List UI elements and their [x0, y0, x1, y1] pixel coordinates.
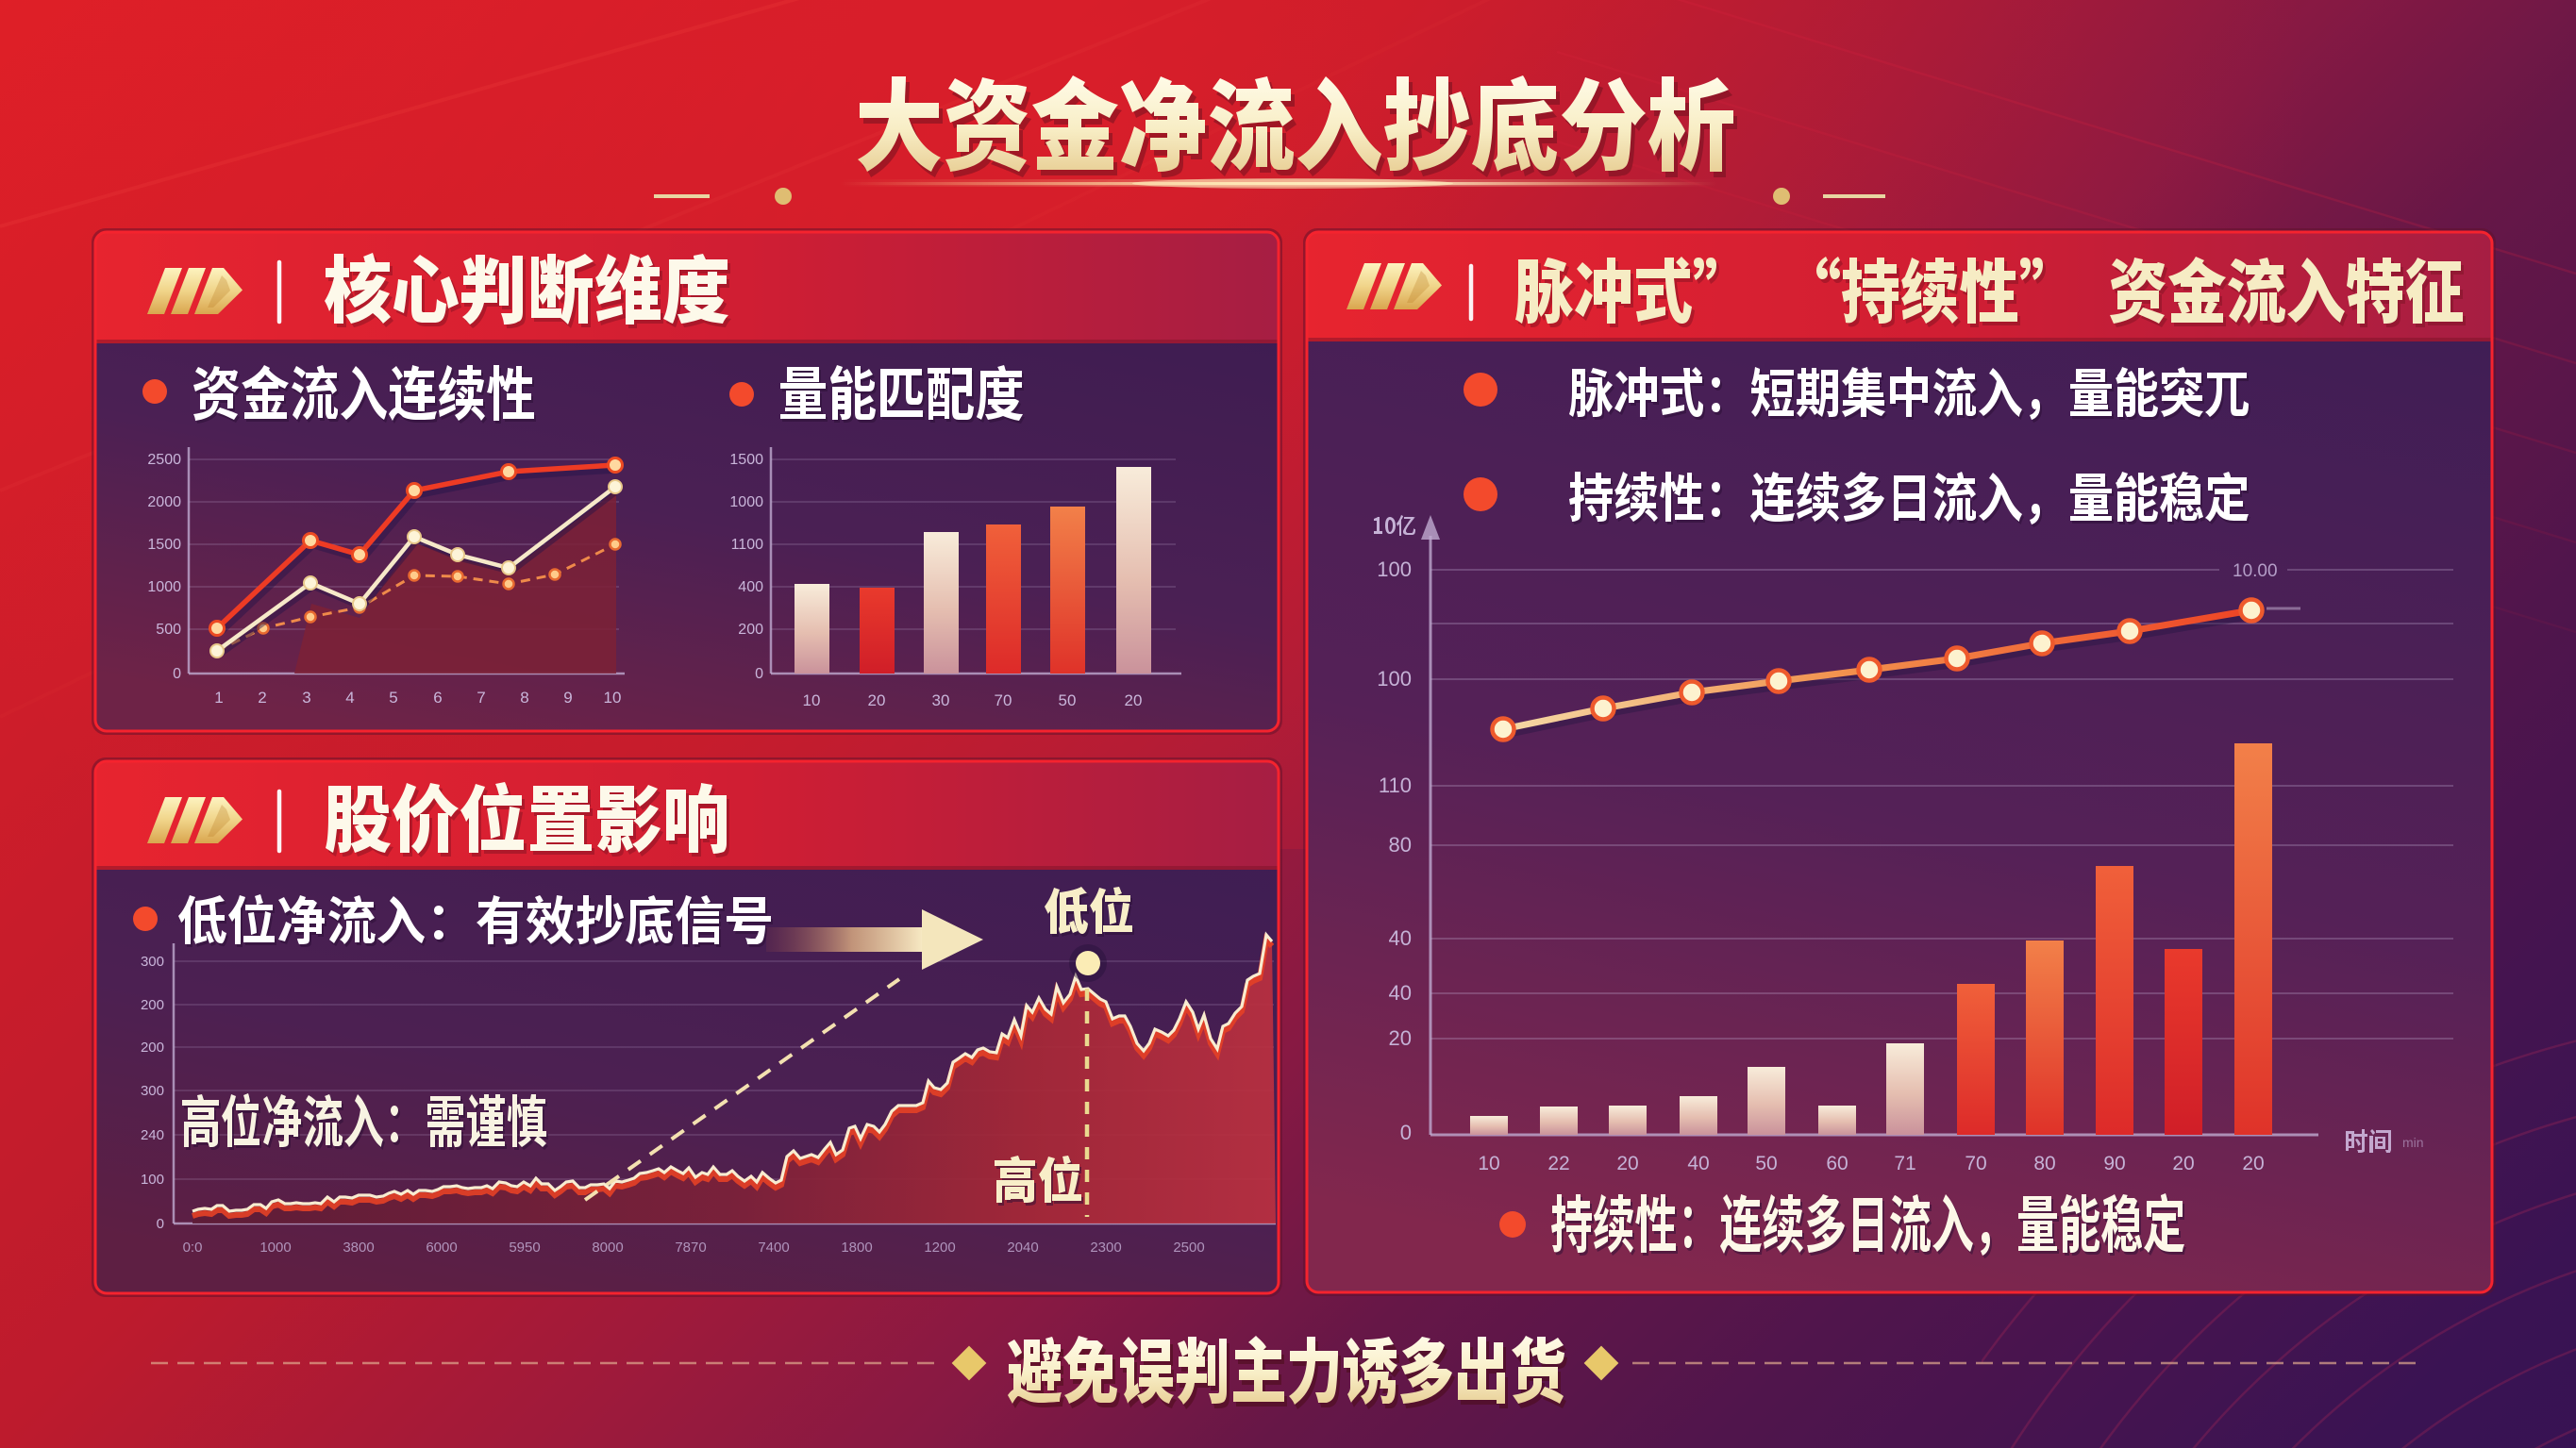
svg-text:20: 20 — [1125, 691, 1143, 709]
svg-text:0: 0 — [157, 1216, 164, 1232]
svg-text:2000: 2000 — [147, 494, 181, 510]
svg-text:60: 60 — [1826, 1153, 1848, 1174]
svg-text:0: 0 — [755, 666, 763, 682]
svg-text:8000: 8000 — [592, 1240, 623, 1256]
svg-text:200: 200 — [738, 622, 763, 638]
svg-text:300: 300 — [141, 954, 164, 970]
svg-text:20: 20 — [1616, 1153, 1638, 1174]
svg-text:1200: 1200 — [924, 1240, 955, 1256]
svg-text:6: 6 — [433, 689, 442, 707]
svg-text:20: 20 — [2172, 1153, 2194, 1174]
svg-text:400: 400 — [738, 579, 763, 595]
svg-text:2300: 2300 — [1090, 1240, 1121, 1256]
svg-text:20: 20 — [1389, 1026, 1412, 1050]
svg-text:40: 40 — [1389, 926, 1412, 950]
svg-text:10: 10 — [604, 689, 622, 707]
svg-text:10: 10 — [803, 691, 821, 709]
svg-text:3800: 3800 — [343, 1240, 374, 1256]
svg-text:1800: 1800 — [841, 1240, 872, 1256]
svg-text:80: 80 — [1389, 833, 1412, 857]
svg-text:3: 3 — [302, 689, 310, 707]
svg-text:1000: 1000 — [259, 1240, 291, 1256]
svg-text:min: min — [2402, 1135, 2424, 1150]
svg-text:50: 50 — [1059, 691, 1077, 709]
svg-text:1500: 1500 — [147, 537, 181, 553]
svg-text:200: 200 — [141, 1040, 164, 1056]
svg-text:2500: 2500 — [1173, 1240, 1204, 1256]
svg-text:1: 1 — [214, 689, 223, 707]
svg-text:1000: 1000 — [729, 494, 763, 510]
svg-text:0: 0 — [1400, 1121, 1412, 1144]
svg-text:1100: 1100 — [731, 537, 764, 553]
svg-text:20: 20 — [868, 691, 886, 709]
svg-text:2500: 2500 — [147, 452, 181, 468]
svg-text:90: 90 — [2103, 1153, 2125, 1174]
svg-text:100: 100 — [1377, 667, 1412, 691]
svg-text:2040: 2040 — [1007, 1240, 1038, 1256]
svg-text:7: 7 — [477, 689, 485, 707]
svg-text:70: 70 — [995, 691, 1012, 709]
svg-text:71: 71 — [1894, 1153, 1915, 1174]
svg-text:0:0: 0:0 — [183, 1240, 203, 1256]
svg-text:2: 2 — [258, 689, 266, 707]
svg-text:6000: 6000 — [426, 1240, 457, 1256]
svg-text:40: 40 — [1687, 1153, 1709, 1174]
svg-text:0: 0 — [173, 666, 181, 682]
svg-text:80: 80 — [2033, 1153, 2055, 1174]
svg-text:40: 40 — [1389, 981, 1412, 1005]
svg-text:10: 10 — [1478, 1153, 1499, 1174]
svg-text:5950: 5950 — [509, 1240, 540, 1256]
svg-text:100: 100 — [1377, 558, 1412, 581]
svg-text:1500: 1500 — [729, 452, 763, 468]
svg-text:7400: 7400 — [758, 1240, 789, 1256]
svg-text:70: 70 — [1965, 1153, 1986, 1174]
svg-text:9: 9 — [563, 689, 572, 707]
svg-text:5: 5 — [389, 689, 397, 707]
svg-text:7870: 7870 — [675, 1240, 706, 1256]
svg-text:1000: 1000 — [147, 579, 181, 595]
svg-text:10.00: 10.00 — [2233, 561, 2278, 581]
svg-text:300: 300 — [141, 1083, 164, 1099]
svg-text:500: 500 — [156, 622, 181, 638]
svg-text:20: 20 — [2242, 1153, 2264, 1174]
svg-text:30: 30 — [932, 691, 950, 709]
svg-text:100: 100 — [141, 1172, 164, 1188]
svg-text:50: 50 — [1755, 1153, 1777, 1174]
svg-text:110: 110 — [1379, 774, 1412, 797]
svg-text:8: 8 — [520, 689, 528, 707]
svg-text:240: 240 — [141, 1127, 164, 1143]
svg-text:4: 4 — [345, 689, 354, 707]
svg-text:22: 22 — [1547, 1153, 1569, 1174]
svg-text:200: 200 — [141, 997, 164, 1013]
